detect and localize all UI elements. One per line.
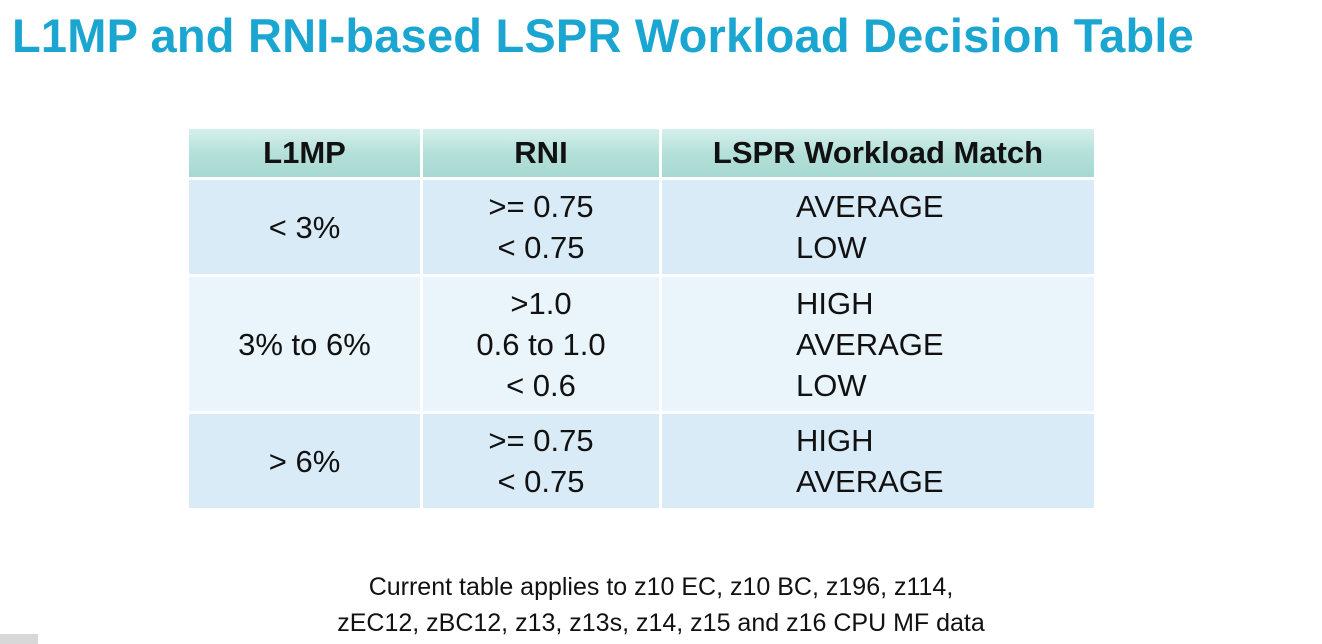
l1mp-cell: < 3% [189,180,420,274]
workload-match-value: AVERAGE [796,189,944,224]
footer-note: Current table applies to z10 EC, z10 BC,… [0,569,1322,641]
rni-cell: >= 0.75 < 0.75 [423,180,659,274]
decision-table: L1MP RNI LSPR Workload Match < 3% >= 0.7… [186,126,1097,511]
rni-value: >= 0.75 [488,189,594,224]
footer-line: Current table applies to z10 EC, z10 BC,… [368,573,954,601]
decision-table-container: L1MP RNI LSPR Workload Match < 3% >= 0.7… [189,129,1100,508]
workload-match-value: HIGH [796,423,874,458]
workload-match-value: AVERAGE [796,464,944,499]
workload-match-cell: HIGH AVERAGE LOW [662,277,1094,411]
rni-value: < 0.6 [506,367,576,403]
table-row: 3% to 6% >1.0 0.6 to 1.0 < 0.6 HIGH AVER… [189,277,1094,411]
rni-value: < 0.75 [497,464,585,499]
rni-value: >= 0.75 [488,423,594,458]
workload-match-value: AVERAGE [796,326,944,362]
corner-mark [0,634,38,644]
page-title: L1MP and RNI-based LSPR Workload Decisio… [12,9,1195,62]
table-header-row: L1MP RNI LSPR Workload Match [189,129,1094,177]
workload-match-value: HIGH [796,285,874,321]
footer-line: zEC12, zBC12, z13, z13s, z14, z15 and z1… [337,609,985,637]
header-rni: RNI [423,129,659,177]
workload-match-cell: AVERAGE LOW [662,180,1094,274]
header-l1mp: L1MP [189,129,420,177]
workload-match-value: LOW [796,230,867,265]
rni-cell: >= 0.75 < 0.75 [423,414,659,508]
rni-value: >1.0 [510,285,572,321]
l1mp-cell: 3% to 6% [189,277,420,411]
header-lspr-workload-match: LSPR Workload Match [662,129,1094,177]
workload-match-cell: HIGH AVERAGE [662,414,1094,508]
rni-value: 0.6 to 1.0 [476,326,606,362]
workload-match-value: LOW [796,367,867,403]
l1mp-cell: > 6% [189,414,420,508]
table-row: > 6% >= 0.75 < 0.75 HIGH AVERAGE [189,414,1094,508]
table-row: < 3% >= 0.75 < 0.75 AVERAGE LOW [189,180,1094,274]
rni-cell: >1.0 0.6 to 1.0 < 0.6 [423,277,659,411]
rni-value: < 0.75 [497,230,585,265]
